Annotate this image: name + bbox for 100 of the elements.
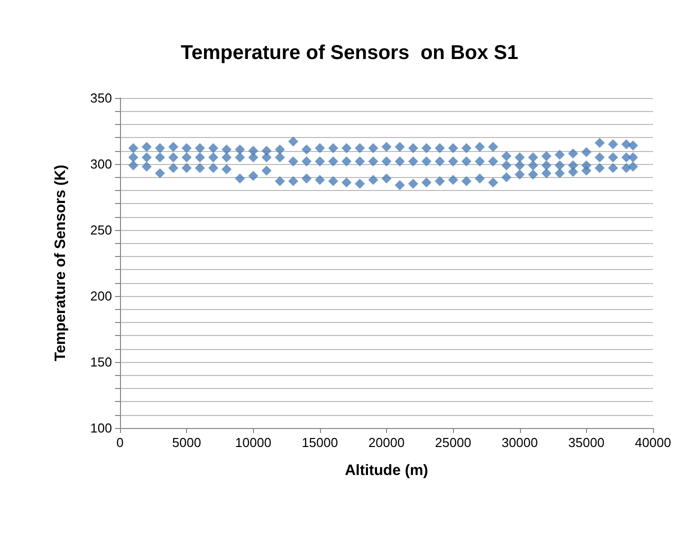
x-tick-label: 40000	[634, 435, 672, 450]
point	[394, 180, 405, 190]
x-tick-label: 0	[116, 435, 124, 450]
x-tick-label: 5000	[172, 435, 202, 450]
point	[168, 152, 178, 162]
point	[302, 174, 312, 184]
point	[222, 164, 232, 174]
chart-title: Temperature of Sensors on Box S1	[180, 42, 518, 64]
point	[128, 152, 138, 162]
point	[208, 143, 218, 154]
point	[328, 143, 338, 154]
point	[274, 144, 285, 154]
point	[474, 174, 485, 184]
point	[382, 174, 392, 184]
point	[314, 143, 325, 154]
point	[274, 152, 285, 162]
point	[234, 152, 245, 162]
point	[461, 143, 472, 154]
point	[568, 148, 578, 158]
x-tick-label: 30000	[502, 435, 538, 450]
point	[222, 152, 232, 162]
point	[182, 143, 192, 154]
point	[288, 136, 298, 147]
point	[488, 156, 498, 166]
point	[368, 174, 378, 185]
point	[382, 156, 392, 166]
point	[528, 152, 538, 162]
point	[541, 151, 552, 162]
point	[288, 156, 298, 166]
point	[314, 174, 325, 185]
point	[554, 150, 565, 160]
point	[154, 152, 165, 162]
point	[142, 162, 152, 172]
point	[621, 139, 632, 150]
point	[554, 168, 565, 178]
point	[594, 138, 605, 148]
point	[394, 156, 405, 166]
point	[262, 166, 272, 176]
point	[528, 170, 538, 180]
point	[154, 168, 165, 178]
point	[434, 176, 445, 186]
point	[394, 142, 405, 152]
point	[608, 139, 618, 150]
point	[382, 142, 392, 152]
point	[434, 143, 445, 154]
point	[514, 152, 525, 162]
point	[182, 162, 192, 173]
point	[248, 170, 258, 181]
point	[461, 176, 472, 186]
point	[628, 140, 638, 151]
point	[248, 152, 258, 162]
point	[168, 162, 178, 173]
point	[274, 176, 285, 186]
point	[434, 156, 445, 166]
point	[541, 160, 552, 170]
point	[448, 156, 458, 166]
point	[628, 162, 638, 172]
point	[168, 142, 178, 152]
x-tick-label: 20000	[368, 435, 405, 450]
point	[621, 162, 632, 173]
point	[288, 176, 298, 186]
point	[421, 143, 432, 154]
point	[142, 142, 152, 152]
point	[342, 143, 352, 154]
point	[594, 152, 605, 162]
point	[368, 156, 378, 166]
point	[302, 144, 312, 154]
point	[234, 144, 245, 154]
point	[448, 143, 458, 154]
point	[474, 156, 485, 166]
point	[262, 152, 272, 162]
point	[342, 177, 352, 188]
point	[328, 176, 338, 186]
point	[554, 160, 565, 170]
point	[594, 162, 605, 173]
point	[581, 147, 592, 158]
point	[421, 177, 432, 188]
point	[182, 152, 192, 162]
y-tick-label: 250	[90, 222, 112, 238]
point	[421, 156, 432, 166]
point	[581, 166, 592, 176]
point	[461, 156, 472, 166]
point	[194, 152, 205, 162]
x-tick-label: 25000	[435, 435, 472, 450]
point	[608, 162, 618, 173]
point	[608, 152, 618, 162]
point	[514, 170, 525, 180]
point	[128, 143, 138, 154]
point	[154, 143, 165, 154]
point	[354, 178, 365, 189]
point	[408, 143, 418, 154]
y-tick-label: 100	[90, 420, 112, 436]
point	[208, 152, 218, 162]
point	[194, 143, 205, 154]
point	[314, 156, 325, 166]
point	[408, 178, 418, 189]
point	[474, 142, 485, 152]
y-tick-label: 350	[90, 90, 112, 106]
y-axis-title: Temperature of Sensors (K)	[52, 164, 69, 362]
point	[628, 152, 638, 162]
